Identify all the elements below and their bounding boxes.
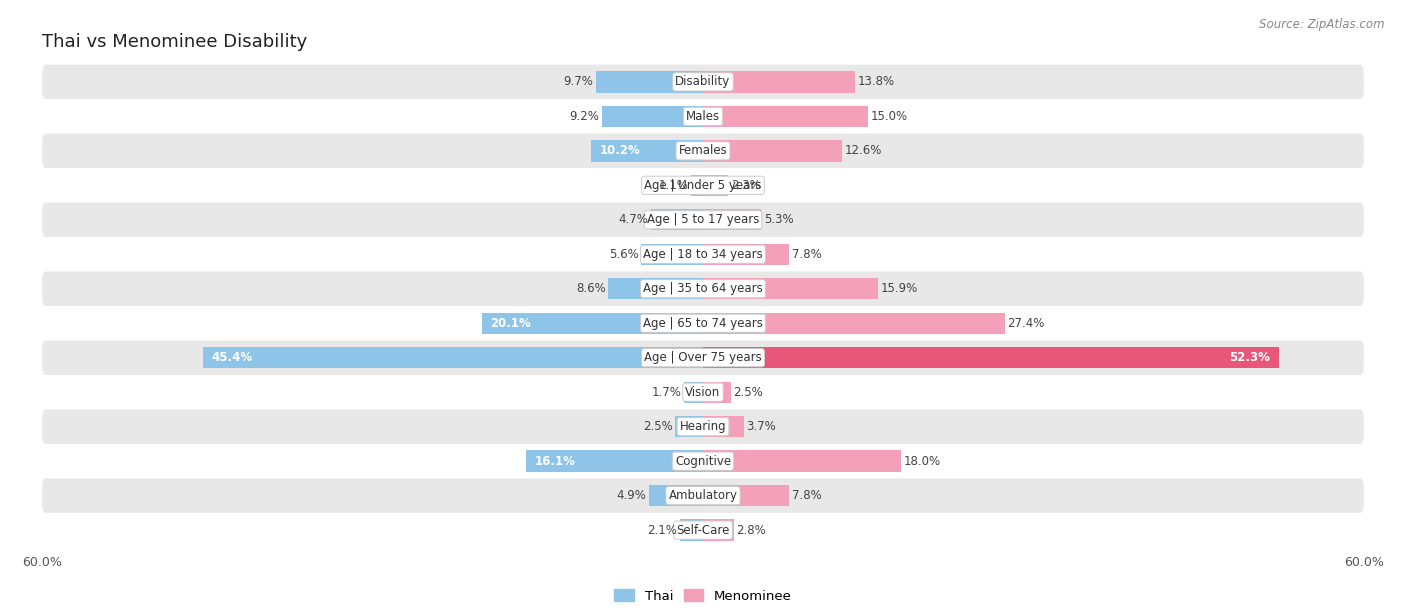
Text: 7.8%: 7.8% [792, 489, 821, 502]
Text: 27.4%: 27.4% [1008, 317, 1045, 330]
FancyBboxPatch shape [42, 513, 1364, 547]
Text: 20.1%: 20.1% [491, 317, 531, 330]
Bar [526, 450, 703, 472]
Bar [703, 209, 762, 231]
Text: 13.8%: 13.8% [858, 75, 894, 88]
Text: 2.3%: 2.3% [731, 179, 761, 192]
Text: 1.7%: 1.7% [652, 386, 682, 398]
Bar [703, 244, 789, 265]
Bar [651, 209, 703, 231]
FancyBboxPatch shape [42, 444, 1364, 479]
Bar [703, 140, 842, 162]
Text: 10.2%: 10.2% [599, 144, 640, 157]
FancyBboxPatch shape [42, 65, 1364, 99]
Legend: Thai, Menominee: Thai, Menominee [609, 584, 797, 608]
Bar [591, 140, 703, 162]
Text: Females: Females [679, 144, 727, 157]
Text: 7.8%: 7.8% [792, 248, 821, 261]
Bar [703, 278, 879, 299]
Text: Age | 35 to 64 years: Age | 35 to 64 years [643, 282, 763, 295]
Text: 15.9%: 15.9% [880, 282, 918, 295]
FancyBboxPatch shape [42, 340, 1364, 375]
FancyBboxPatch shape [42, 479, 1364, 513]
Bar [596, 71, 703, 92]
Bar [703, 71, 855, 92]
Text: 52.3%: 52.3% [1229, 351, 1270, 364]
Bar [641, 244, 703, 265]
Text: Vision: Vision [685, 386, 721, 398]
Text: 15.0%: 15.0% [870, 110, 908, 123]
Bar [703, 450, 901, 472]
Text: 2.1%: 2.1% [647, 524, 678, 537]
Bar [675, 416, 703, 438]
Text: 3.7%: 3.7% [747, 420, 776, 433]
Text: Age | Over 75 years: Age | Over 75 years [644, 351, 762, 364]
Bar [703, 347, 1279, 368]
FancyBboxPatch shape [42, 168, 1364, 203]
FancyBboxPatch shape [42, 306, 1364, 340]
Bar [703, 416, 744, 438]
Bar [482, 313, 703, 334]
Text: 4.9%: 4.9% [616, 489, 647, 502]
Bar [703, 520, 734, 541]
FancyBboxPatch shape [42, 133, 1364, 168]
Text: Cognitive: Cognitive [675, 455, 731, 468]
Text: Source: ZipAtlas.com: Source: ZipAtlas.com [1260, 18, 1385, 31]
Bar [602, 106, 703, 127]
Text: Disability: Disability [675, 75, 731, 88]
Bar [650, 485, 703, 506]
Text: 9.7%: 9.7% [564, 75, 593, 88]
Text: 4.7%: 4.7% [619, 214, 648, 226]
FancyBboxPatch shape [42, 272, 1364, 306]
FancyBboxPatch shape [42, 99, 1364, 133]
FancyBboxPatch shape [42, 409, 1364, 444]
Text: 45.4%: 45.4% [212, 351, 253, 364]
Text: Age | Under 5 years: Age | Under 5 years [644, 179, 762, 192]
FancyBboxPatch shape [42, 375, 1364, 409]
Text: 12.6%: 12.6% [845, 144, 882, 157]
Bar [609, 278, 703, 299]
Text: Ambulatory: Ambulatory [668, 489, 738, 502]
Bar [703, 313, 1005, 334]
Bar [202, 347, 703, 368]
Text: 5.3%: 5.3% [763, 214, 793, 226]
Text: Self-Care: Self-Care [676, 524, 730, 537]
Text: Age | 65 to 74 years: Age | 65 to 74 years [643, 317, 763, 330]
Text: 5.6%: 5.6% [609, 248, 638, 261]
Text: 2.5%: 2.5% [733, 386, 763, 398]
Bar [703, 381, 731, 403]
Bar [685, 381, 703, 403]
Text: Age | 18 to 34 years: Age | 18 to 34 years [643, 248, 763, 261]
Text: 1.1%: 1.1% [658, 179, 689, 192]
Text: 16.1%: 16.1% [534, 455, 575, 468]
Text: 9.2%: 9.2% [569, 110, 599, 123]
Bar [703, 174, 728, 196]
Bar [703, 106, 868, 127]
FancyBboxPatch shape [42, 203, 1364, 237]
Bar [681, 520, 703, 541]
Text: Age | 5 to 17 years: Age | 5 to 17 years [647, 214, 759, 226]
Text: 2.5%: 2.5% [643, 420, 673, 433]
Text: Thai vs Menominee Disability: Thai vs Menominee Disability [42, 33, 308, 51]
Bar [703, 485, 789, 506]
Text: 2.8%: 2.8% [737, 524, 766, 537]
Text: Hearing: Hearing [679, 420, 727, 433]
Text: Males: Males [686, 110, 720, 123]
Text: 18.0%: 18.0% [904, 455, 941, 468]
FancyBboxPatch shape [42, 237, 1364, 272]
Bar [690, 174, 703, 196]
Text: 8.6%: 8.6% [576, 282, 606, 295]
